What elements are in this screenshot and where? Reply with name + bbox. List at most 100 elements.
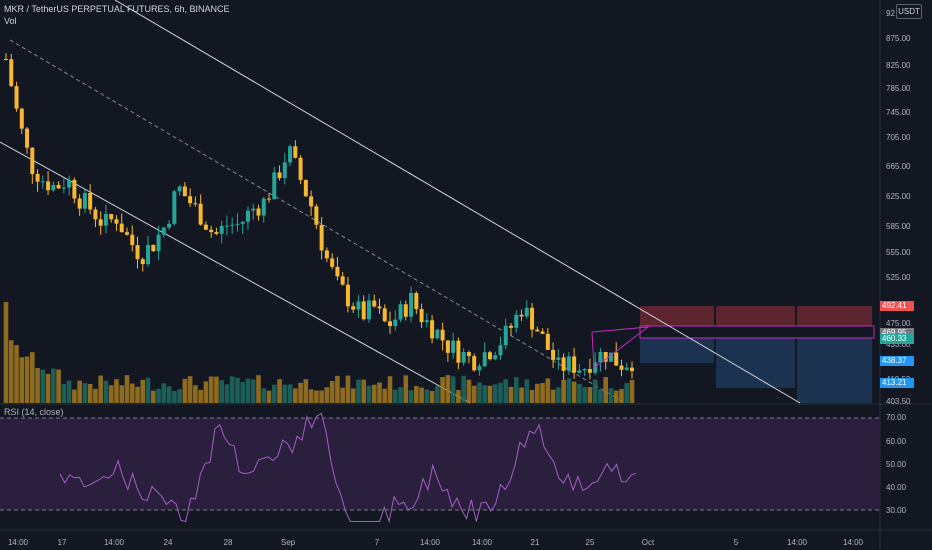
candle-body bbox=[135, 245, 140, 260]
candle-body bbox=[146, 244, 151, 265]
time-tick-label: Oct bbox=[641, 538, 655, 547]
volume-bar bbox=[40, 369, 46, 403]
candle-body bbox=[82, 192, 87, 209]
price-tick-label: 665.00 bbox=[886, 162, 911, 171]
candle-body bbox=[9, 59, 14, 87]
volume-bar bbox=[340, 387, 345, 403]
candle-body bbox=[482, 352, 487, 367]
volume-bar bbox=[250, 379, 256, 403]
time-tick-label: 14:00 bbox=[419, 538, 441, 547]
volume-bar bbox=[172, 390, 177, 403]
candle-body bbox=[198, 203, 203, 225]
candle-body bbox=[582, 369, 587, 371]
time-tick-label: 24 bbox=[163, 538, 173, 547]
price-tag: 469.95 bbox=[880, 328, 914, 338]
volume-bar bbox=[98, 375, 103, 403]
volume-bar bbox=[466, 379, 472, 403]
candle-body bbox=[51, 184, 56, 191]
volume-label[interactable]: Vol bbox=[4, 16, 17, 26]
volume-bar bbox=[545, 378, 551, 403]
volume-bar bbox=[145, 377, 151, 403]
volume-bar bbox=[382, 388, 388, 403]
candle-body bbox=[472, 356, 477, 371]
time-tick-label: 14:00 bbox=[103, 538, 125, 547]
candle-body bbox=[19, 108, 24, 129]
volume-bar bbox=[182, 378, 188, 403]
volume-bar bbox=[550, 389, 556, 403]
candle-body bbox=[88, 192, 93, 210]
candle-body bbox=[456, 340, 461, 363]
candle-body bbox=[545, 333, 550, 350]
volume-bar bbox=[624, 383, 630, 403]
volume-bar bbox=[392, 389, 398, 403]
candle-body bbox=[214, 232, 219, 234]
candle-body bbox=[388, 321, 393, 327]
candle-body bbox=[119, 223, 124, 233]
candle-body bbox=[130, 234, 135, 246]
rsi-label[interactable]: RSI (14, close) bbox=[4, 407, 64, 417]
candle-body bbox=[572, 356, 577, 373]
volume-bar bbox=[140, 379, 146, 403]
candle-body bbox=[414, 293, 419, 310]
volume-bar bbox=[582, 387, 587, 403]
candle-body bbox=[267, 198, 272, 200]
candle-body bbox=[509, 325, 514, 328]
candle-body bbox=[30, 147, 35, 174]
time-tick-label: 5 bbox=[733, 538, 739, 547]
time-tick-label: 14:00 bbox=[471, 538, 493, 547]
volume-bar bbox=[277, 379, 282, 403]
volume-bar bbox=[435, 386, 440, 403]
candle-body bbox=[630, 367, 634, 372]
volume-bar bbox=[329, 380, 335, 403]
volume-bar bbox=[503, 379, 509, 403]
volume-bar bbox=[498, 382, 503, 403]
price-tick-label: 875.00 bbox=[886, 34, 911, 43]
volume-bar bbox=[61, 383, 67, 403]
volume-bar bbox=[24, 356, 30, 403]
candle-body bbox=[503, 325, 508, 346]
volume-bar bbox=[371, 384, 377, 403]
candle-body bbox=[40, 181, 45, 183]
volume-bar bbox=[240, 382, 246, 403]
volume-bar bbox=[45, 373, 51, 403]
volume-bar bbox=[203, 381, 209, 403]
currency-button[interactable]: USDT bbox=[896, 4, 922, 19]
candle-body bbox=[424, 320, 429, 323]
target-zone bbox=[797, 338, 872, 403]
candle-body bbox=[382, 308, 387, 322]
candle-body bbox=[4, 58, 8, 60]
candle-body bbox=[77, 198, 82, 209]
volume-bar bbox=[14, 345, 19, 403]
time-tick-label: 14:00 bbox=[7, 538, 29, 547]
candle-body bbox=[177, 186, 182, 192]
candle-body bbox=[535, 329, 540, 332]
time-tick-label: 7 bbox=[374, 538, 380, 547]
candle-body bbox=[461, 352, 466, 363]
price-pane bbox=[0, 0, 880, 403]
volume-bar bbox=[629, 379, 635, 403]
candle-body bbox=[393, 319, 398, 327]
candle-body bbox=[466, 352, 471, 357]
candle-body bbox=[614, 352, 619, 366]
candle-body bbox=[151, 244, 156, 252]
candle-body bbox=[377, 306, 382, 309]
candle-body bbox=[603, 352, 608, 362]
volume-bar bbox=[408, 390, 414, 403]
candle-body bbox=[551, 349, 556, 360]
volume-bar bbox=[150, 390, 156, 403]
volume-bar bbox=[193, 385, 198, 403]
volume-bar bbox=[508, 386, 514, 403]
candle-body bbox=[172, 191, 177, 224]
volume-bar bbox=[103, 380, 109, 403]
volume-bar bbox=[513, 377, 519, 403]
candle-body bbox=[319, 224, 324, 251]
candle-body bbox=[624, 367, 629, 370]
symbol-title[interactable]: MKR / TetherUS PERPETUAL FUTURES, 6h, BI… bbox=[4, 4, 230, 14]
volume-bar bbox=[482, 385, 488, 403]
volume-bar bbox=[77, 380, 82, 403]
volume-bar bbox=[619, 389, 624, 403]
candle-body bbox=[240, 221, 245, 224]
volume-bar bbox=[282, 384, 288, 403]
candle-body bbox=[608, 352, 613, 362]
